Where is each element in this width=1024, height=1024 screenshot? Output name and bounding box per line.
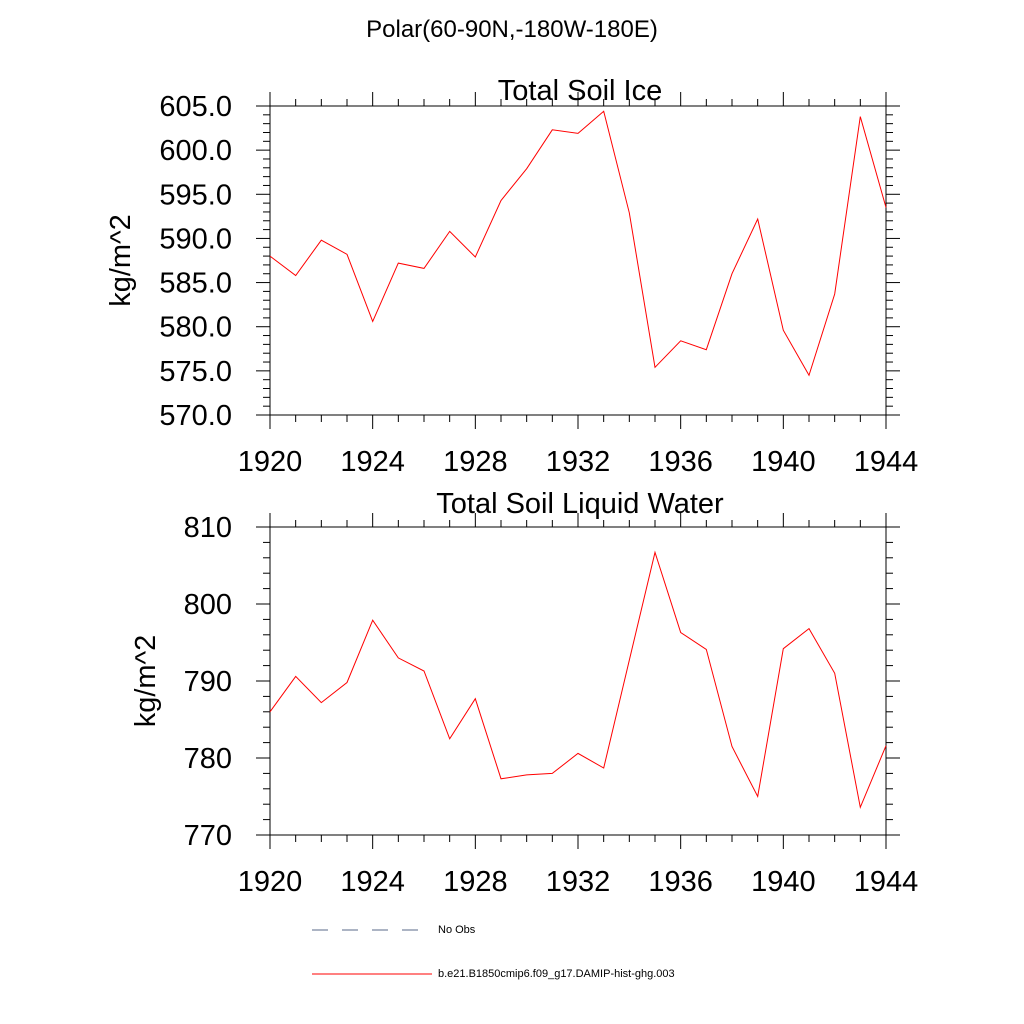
y-tick-label: 595.0 [159, 179, 232, 211]
plot-frame [269, 105, 887, 416]
y-tick-label: 570.0 [159, 400, 232, 432]
chart-title: Total Soil Ice [498, 75, 662, 107]
x-tick-label: 1940 [751, 446, 816, 478]
x-tick-label: 1928 [443, 446, 508, 478]
y-tick-label: 780 [184, 743, 232, 775]
x-tick-label: 1924 [340, 866, 405, 898]
legend-dashed-line [312, 929, 422, 931]
x-tick-label: 1932 [546, 866, 611, 898]
x-tick-label: 1940 [751, 866, 816, 898]
y-tick-label: 575.0 [159, 356, 232, 388]
y-tick-label: 800 [184, 589, 232, 621]
legend-label-no-obs: No Obs [438, 924, 476, 936]
x-tick-label: 1936 [648, 866, 713, 898]
y-tick-label: 770 [184, 820, 232, 852]
x-tick-label: 1928 [443, 866, 508, 898]
y-tick-label: 585.0 [159, 268, 232, 300]
x-tick-label: 1920 [238, 866, 303, 898]
x-tick-label: 1944 [854, 446, 919, 478]
chart-panel-1: Total Soil Ice kg/m^2 1920 1924 1928 1932 1936… [105, 75, 918, 478]
chart-panel-2: Total Soil Liquid Water kg/m^2 1920 1924 192… [130, 488, 918, 898]
plot-frame [269, 526, 887, 836]
x-tick-label: 1932 [546, 446, 611, 478]
y-axis-label: kg/m^2 [105, 214, 137, 307]
y-tick-label: 600.0 [159, 135, 232, 167]
series-line [269, 550, 887, 810]
series-line [269, 110, 887, 377]
y-axis-label: kg/m^2 [130, 635, 162, 728]
legend-label-model: b.e21.B1850cmip6.f09_g17.DAMIP-hist-ghg.… [438, 968, 675, 980]
figure-supertitle: Polar(60-90N,-180W-180E) [366, 16, 658, 43]
x-tick-label: 1920 [238, 446, 303, 478]
y-tick-label: 590.0 [159, 223, 232, 255]
x-tick-label: 1924 [340, 446, 405, 478]
chart-title: Total Soil Liquid Water [436, 488, 724, 520]
y-tick-label: 605.0 [159, 91, 232, 123]
y-tick-label: 810 [184, 512, 232, 544]
y-tick-label: 790 [184, 666, 232, 698]
legend-solid-line [312, 973, 432, 975]
y-tick-label: 580.0 [159, 312, 232, 344]
x-tick-label: 1944 [854, 866, 919, 898]
x-tick-label: 1936 [648, 446, 713, 478]
